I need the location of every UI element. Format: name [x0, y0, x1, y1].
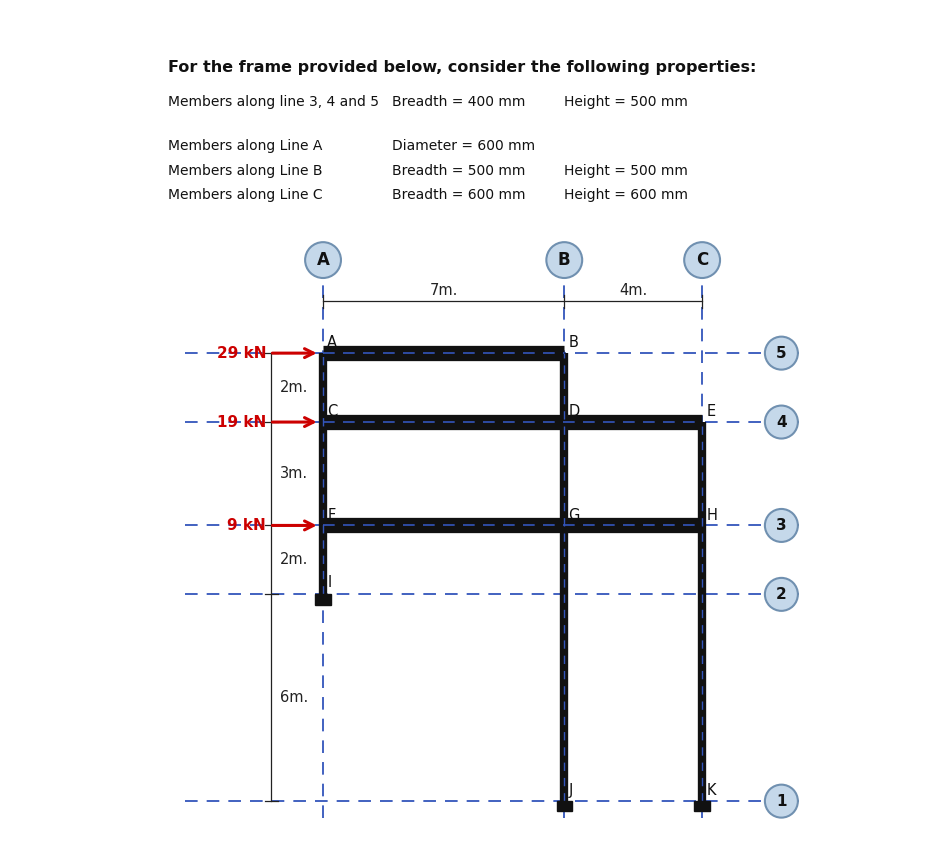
- Text: E: E: [706, 404, 716, 420]
- Text: Breadth = 500 mm: Breadth = 500 mm: [392, 163, 525, 178]
- Text: 5: 5: [776, 346, 787, 361]
- Text: 6m.: 6m.: [280, 690, 308, 705]
- Text: C: C: [327, 404, 337, 420]
- Text: 9 kN: 9 kN: [227, 518, 266, 533]
- Text: 2m.: 2m.: [280, 552, 308, 568]
- Circle shape: [765, 406, 798, 438]
- Circle shape: [685, 243, 720, 278]
- Circle shape: [765, 509, 798, 542]
- Text: Breadth = 600 mm: Breadth = 600 mm: [392, 188, 526, 202]
- Bar: [694, 801, 710, 812]
- Circle shape: [765, 578, 798, 611]
- Text: B: B: [558, 251, 571, 269]
- Text: Members along Line A: Members along Line A: [168, 140, 322, 153]
- Bar: [316, 594, 331, 605]
- Text: 4: 4: [776, 414, 787, 430]
- Text: I: I: [327, 575, 331, 591]
- Text: D: D: [568, 404, 579, 420]
- Text: 3m.: 3m.: [280, 466, 308, 482]
- Text: For the frame provided below, consider the following properties:: For the frame provided below, consider t…: [168, 60, 756, 75]
- Text: Members along Line C: Members along Line C: [168, 188, 323, 202]
- Text: K: K: [706, 784, 716, 798]
- Circle shape: [765, 337, 798, 369]
- Text: 3: 3: [776, 518, 787, 533]
- Text: 2m.: 2m.: [280, 380, 308, 395]
- Text: 29 kN: 29 kN: [217, 346, 266, 361]
- Text: Breadth = 400 mm: Breadth = 400 mm: [392, 94, 525, 109]
- Text: 1: 1: [777, 794, 787, 808]
- Text: F: F: [327, 508, 335, 523]
- Text: H: H: [706, 508, 717, 523]
- Text: G: G: [568, 508, 579, 523]
- Text: Height = 600 mm: Height = 600 mm: [564, 188, 688, 202]
- Text: 2: 2: [776, 587, 787, 602]
- Text: 7m.: 7m.: [429, 283, 458, 298]
- Bar: [557, 801, 572, 812]
- Text: 19 kN: 19 kN: [217, 414, 266, 430]
- Text: J: J: [568, 784, 573, 798]
- Text: Height = 500 mm: Height = 500 mm: [564, 94, 688, 109]
- Text: Height = 500 mm: Height = 500 mm: [564, 163, 688, 178]
- Circle shape: [305, 243, 341, 278]
- Text: B: B: [568, 335, 578, 351]
- Text: Diameter = 600 mm: Diameter = 600 mm: [392, 140, 535, 153]
- Text: A: A: [316, 251, 330, 269]
- Text: 4m.: 4m.: [619, 283, 647, 298]
- Text: A: A: [327, 335, 337, 351]
- Circle shape: [546, 243, 582, 278]
- Text: Members along Line B: Members along Line B: [168, 163, 322, 178]
- Circle shape: [765, 785, 798, 818]
- Text: Members along line 3, 4 and 5: Members along line 3, 4 and 5: [168, 94, 379, 109]
- Text: C: C: [696, 251, 708, 269]
